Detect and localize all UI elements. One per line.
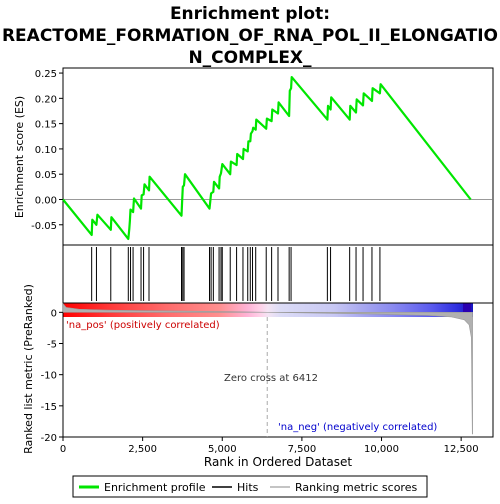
ranked-panel-frame — [62, 302, 494, 438]
es-y-axis: -0.05 0.00 0.05 0.10 0.15 0.20 0.25 — [31, 69, 63, 232]
chart-title-line-3: N_COMPLEX_ — [188, 48, 312, 68]
legend-label-ranking-metric: Ranking metric scores — [295, 481, 417, 494]
x-tick-label: 12,500 — [444, 444, 479, 455]
legend-label-enrichment-profile: Enrichment profile — [104, 481, 206, 494]
es-y-tick-label: 0.15 — [35, 120, 57, 131]
hits-group — [91, 247, 381, 301]
es-y-tick-label: 0.05 — [35, 170, 57, 181]
x-tick-label: 7,500 — [288, 444, 317, 455]
ranked-y-tick-label: -10 — [41, 371, 57, 382]
na-neg-label: 'na_neg' (negatively correlated) — [278, 422, 437, 433]
es-panel-frame — [62, 67, 494, 246]
rank-color-bar-end — [463, 303, 471, 317]
es-y-tick-label: 0.00 — [35, 195, 57, 206]
ranked-y-tick-label: -5 — [47, 340, 57, 351]
ranking-metric-area — [62, 302, 473, 435]
enrichment-profile-line — [62, 76, 472, 240]
es-y-tick-label: 0.20 — [35, 94, 57, 105]
es-y-axis-label: Enrichment score (ES) — [13, 96, 26, 218]
chart-title-line-2: REACTOME_FORMATION_OF_RNA_POL_II_ELONGAT… — [2, 26, 498, 46]
na-pos-label: 'na_pos' (positively correlated) — [66, 320, 220, 331]
x-tick-label: 0 — [60, 444, 66, 455]
zero-cross-label: Zero cross at 6412 — [224, 373, 318, 384]
es-y-tick-label: 0.25 — [35, 69, 57, 80]
legend-box — [72, 475, 428, 498]
ranked-y-tick-label: -20 — [41, 433, 57, 444]
x-axis-label: Rank in Ordered Dataset — [204, 455, 352, 469]
x-axis: 0 2,500 5,000 7,500 10,000 12,500 — [60, 437, 479, 455]
ranked-y-tick-label: -15 — [41, 402, 57, 413]
ranked-y-axis-label: Ranked list metric (PreRanked) — [22, 284, 35, 454]
x-tick-label: 10,000 — [364, 444, 399, 455]
chart-title-line-1: Enrichment plot: — [170, 4, 330, 24]
ranked-y-axis: 0 -5 -10 -15 -20 — [41, 308, 63, 444]
ranking-metric-group — [62, 302, 473, 437]
x-tick-label: 5,000 — [208, 444, 237, 455]
es-y-tick-label: 0.10 — [35, 145, 57, 156]
es-y-tick-label: -0.05 — [31, 221, 57, 232]
ranked-y-tick-label: 0 — [51, 308, 57, 319]
x-tick-label: 2,500 — [128, 444, 157, 455]
legend-label-hits: Hits — [237, 481, 259, 494]
enrichment-profile-group — [62, 76, 472, 240]
